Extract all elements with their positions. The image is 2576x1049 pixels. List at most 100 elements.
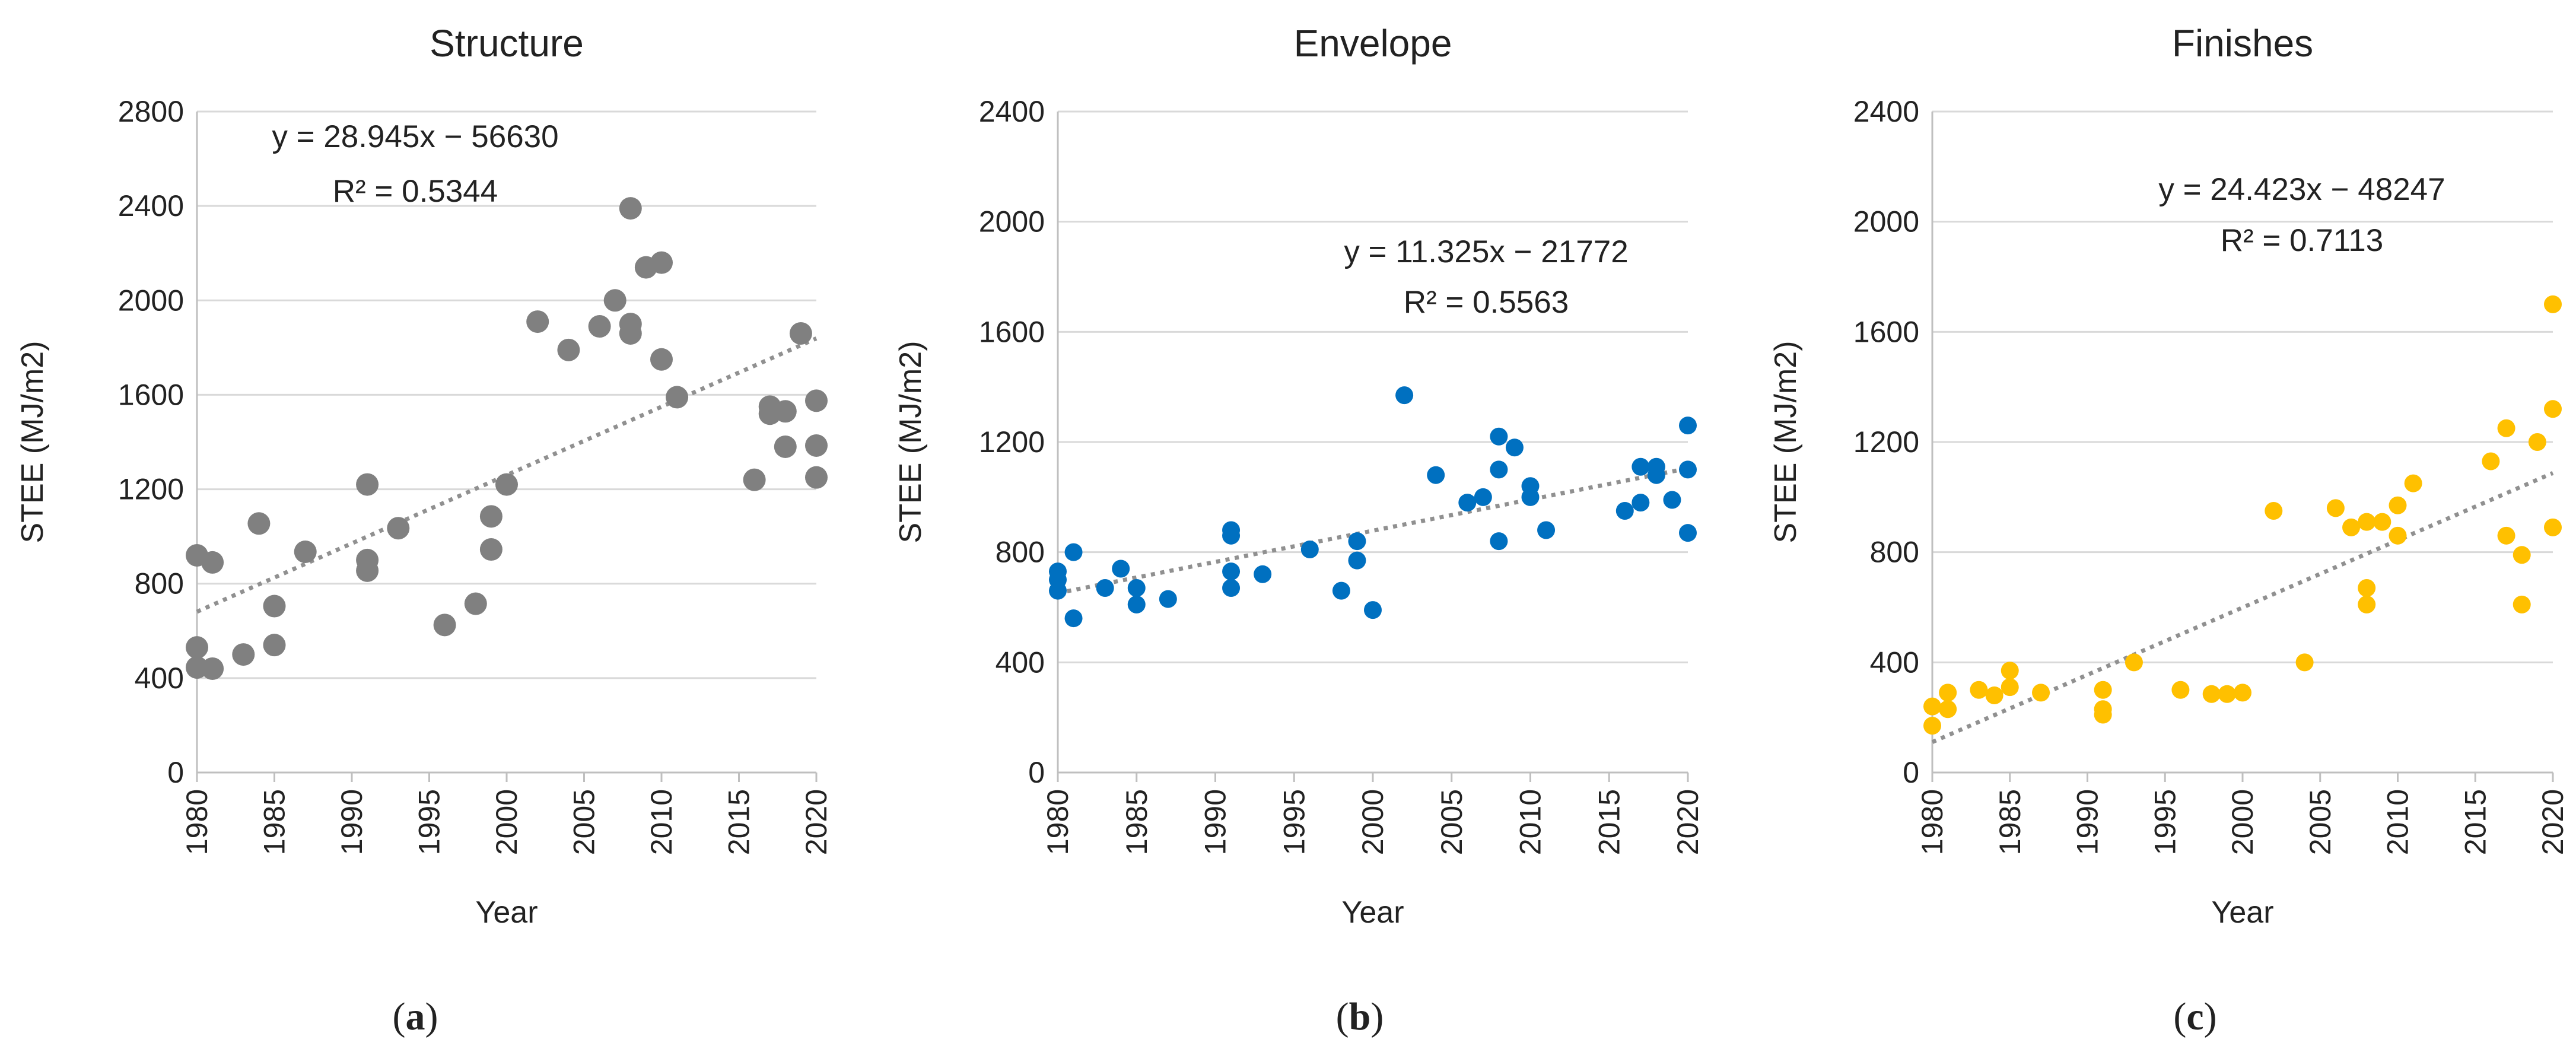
y-tick-label: 800 (996, 536, 1045, 569)
data-point (1632, 457, 1650, 476)
data-point (2326, 499, 2345, 517)
x-tick-label: 1985 (1993, 789, 2027, 855)
y-tick-label: 400 (996, 646, 1045, 679)
y-tick-label: 1600 (118, 378, 184, 411)
x-tick-label: 1980 (1041, 789, 1074, 855)
data-point (1939, 684, 1957, 702)
y-tick-label: 0 (1903, 756, 1919, 789)
x-axis-label: Year (475, 895, 538, 930)
y-tick-label: 800 (135, 567, 184, 600)
trendline (1931, 471, 2554, 744)
data-point (1663, 491, 1681, 509)
x-tick-label: 2020 (1671, 789, 1704, 855)
data-point (387, 517, 410, 540)
y-tick-label: 2400 (118, 189, 184, 222)
x-axis-label: Year (1341, 895, 1404, 930)
x-tick-label: 2005 (1435, 789, 1468, 855)
y-tick-label: 2000 (979, 205, 1045, 239)
data-point (2001, 678, 2019, 697)
data-point (2358, 579, 2376, 597)
data-point (2094, 705, 2112, 724)
data-point (1521, 488, 1540, 506)
data-point (2202, 685, 2221, 703)
data-point (201, 657, 224, 680)
data-point (2358, 595, 2376, 613)
x-tick-label: 2005 (2304, 789, 2337, 855)
x-tick-label: 2010 (1514, 789, 1547, 855)
caption-close: ) (1370, 995, 1384, 1038)
caption-open: ( (2173, 995, 2186, 1038)
data-point (650, 348, 673, 371)
data-point (2513, 546, 2531, 564)
x-tick-label: 1995 (2148, 789, 2181, 855)
data-point (2358, 513, 2376, 531)
data-point (789, 322, 812, 345)
x-tick-label: 1985 (258, 789, 291, 855)
data-point (2171, 681, 2190, 699)
data-point (1985, 686, 2003, 705)
caption-open: ( (1336, 995, 1349, 1038)
data-point (2373, 513, 2391, 531)
y-tick-label: 2400 (979, 95, 1045, 128)
data-point (2389, 496, 2407, 514)
data-point (774, 435, 797, 458)
data-point (805, 389, 828, 412)
data-point (479, 538, 503, 561)
y-tick-label: 2800 (118, 95, 184, 128)
y-tick-label: 2400 (1853, 95, 1919, 128)
y-tick-label: 1200 (979, 425, 1045, 459)
trendline-r-squared: R² = 0.7113 (2221, 223, 2384, 258)
data-point (1222, 526, 1241, 545)
y-tick-label: 1200 (1853, 425, 1919, 459)
x-tick-label: 1990 (1199, 789, 1232, 855)
data-point (1395, 386, 1414, 405)
y-tick-label: 1600 (979, 315, 1045, 348)
x-tick-label: 1990 (335, 789, 368, 855)
data-point (1647, 466, 1665, 484)
x-tick-label: 2015 (1592, 789, 1626, 855)
data-point (1348, 532, 1366, 551)
panel-caption: (a) (393, 995, 438, 1038)
data-point (1427, 466, 1445, 484)
x-tick-label: 1980 (180, 789, 214, 855)
data-point (2482, 452, 2500, 471)
data-point (1490, 532, 1508, 551)
data-point (805, 466, 828, 489)
chart-title: Envelope (1294, 22, 1452, 65)
caption-letter: c (2186, 995, 2203, 1038)
data-point (774, 400, 797, 423)
trendline (1057, 466, 1688, 596)
x-tick-label: 2015 (723, 789, 756, 855)
data-point (1222, 562, 1241, 581)
caption-letter: b (1349, 995, 1371, 1038)
data-point (2513, 595, 2531, 613)
y-axis-label: STEE (MJ/m2) (893, 341, 928, 543)
y-tick-label: 1200 (118, 473, 184, 506)
data-point (1222, 579, 1241, 597)
data-point (232, 643, 255, 666)
x-tick-label: 2020 (800, 789, 833, 855)
data-point (433, 613, 456, 637)
caption-open: ( (393, 995, 406, 1038)
data-point (495, 473, 518, 496)
data-point (2032, 684, 2050, 702)
data-point (1159, 590, 1177, 608)
data-point (2404, 474, 2422, 492)
data-point (1615, 502, 1634, 520)
data-point (1458, 494, 1477, 512)
panel-caption: (c) (2173, 995, 2216, 1038)
data-point (1505, 438, 1524, 457)
x-tick-label: 1980 (1916, 789, 1949, 855)
data-point (619, 197, 642, 220)
data-point (1923, 717, 1941, 735)
data-point (1923, 697, 1941, 716)
data-point (1127, 595, 1146, 613)
x-tick-label: 2010 (2381, 789, 2415, 855)
x-tick-label: 2005 (568, 789, 601, 855)
data-point (201, 551, 224, 574)
panel-structure: 0 400 800 1200 1600 2000 2400 2800 1980 1985 1990 1… (15, 22, 833, 1038)
y-tick-label: 2000 (118, 284, 184, 317)
data-point (356, 559, 379, 582)
